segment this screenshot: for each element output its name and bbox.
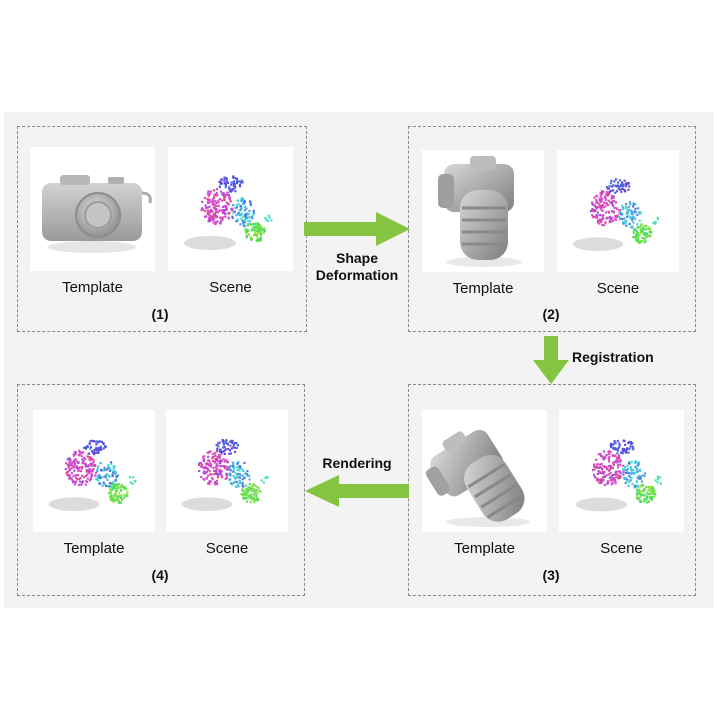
panel-2-step-label: (2) [542,306,560,322]
shape-deformation-label: Shape Deformation [300,250,414,284]
panel-4-template-label: Template [63,540,125,557]
panel-3-scene-label: Scene [600,540,643,557]
panel-4-scene-label: Scene [205,540,249,557]
panel-4-template-image [33,410,155,532]
scene-pointcloud-icon [184,175,273,250]
panel-3-template-label: Template [454,540,515,557]
rendering-arrow-icon [305,475,409,507]
scene-pointcloud-icon [572,178,659,252]
panel-1-template-label: Template [62,279,123,296]
dslr-camera-icon [438,156,522,267]
panel-2-scene-label: Scene [596,280,640,297]
panel-3-scene-image [559,410,684,532]
panel-3-template-image [422,410,547,532]
panel-4-step-label: (4) [151,567,169,583]
shape-deformation-arrow-icon [304,212,410,246]
panel-1-scene-label: Scene [209,279,252,296]
panel-4 [17,384,305,596]
registration-label: Registration [572,349,654,365]
panel-2-template-image [422,150,544,272]
panel-3-step-label: (3) [542,567,560,583]
panel-2-template-label: Template [452,280,514,297]
panel-4-scene-image [166,410,288,532]
shape-deformation-line2: Deformation [315,267,399,283]
dslr-camera-registered-icon [425,429,530,527]
panel-2-scene-image [557,150,679,272]
registration-arrow-icon [533,336,569,384]
compact-camera-icon [42,175,152,253]
scene-pointcloud-icon [575,439,662,512]
scene-pointcloud-icon [181,438,269,512]
shape-deformation-line1: Shape [335,250,378,266]
template-pointcloud-icon [48,439,137,512]
panel-1-step-label: (1) [151,306,169,322]
panel-1-scene-image [168,147,293,271]
panel-1-template-image [30,147,155,271]
rendering-label: Rendering [322,455,392,471]
